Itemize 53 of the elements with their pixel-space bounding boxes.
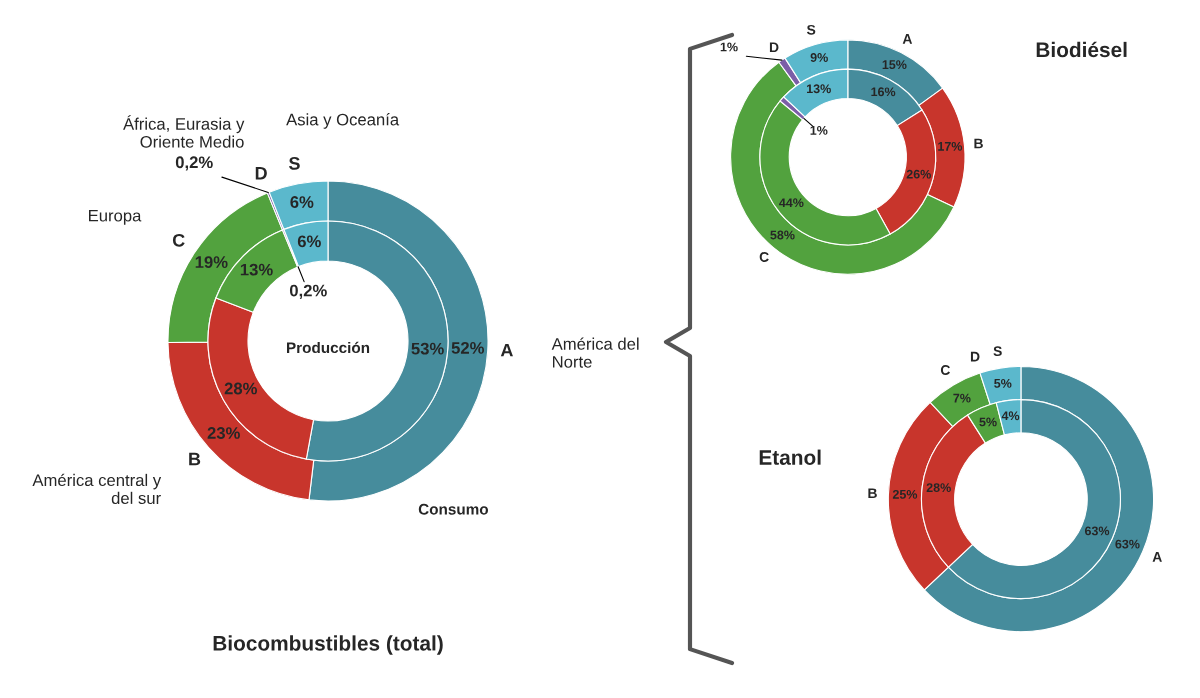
- text: África, Eurasia y Oriente Medio: [123, 115, 245, 148]
- slice-label: D: [769, 42, 779, 53]
- data-label: 0,2%: [175, 156, 213, 171]
- slice-label: C: [940, 365, 950, 375]
- data-label: 25%: [892, 489, 918, 499]
- data-label: 1%: [720, 42, 738, 52]
- slice-label: S: [993, 346, 1002, 357]
- data-label: 1%: [810, 126, 828, 135]
- data-label: 23%: [207, 427, 240, 439]
- slice-label: C: [759, 252, 769, 262]
- text: Asia y Oceanía: [286, 113, 400, 129]
- slice-label: S: [806, 24, 816, 35]
- data-label: 44%: [779, 198, 804, 208]
- data-label: 52%: [451, 342, 485, 354]
- slice-label: B: [868, 488, 877, 498]
- data-label: 28%: [224, 382, 257, 395]
- data-label: 5%: [979, 417, 997, 427]
- text: América central y del sur: [32, 473, 162, 505]
- text: América del Norte: [551, 337, 639, 368]
- data-label: 26%: [906, 169, 931, 179]
- data-label: 7%: [953, 393, 971, 403]
- slice-label: Consumo: [418, 503, 488, 515]
- data-label: 63%: [1084, 526, 1110, 536]
- slice-label: A: [1152, 552, 1162, 562]
- text: Europa: [89, 209, 142, 225]
- text: Biodiésel: [1036, 41, 1127, 58]
- text: Biocombustibles (total): [213, 635, 443, 655]
- slice-label: A: [902, 34, 913, 44]
- data-label: 19%: [195, 256, 228, 268]
- data-label: 6%: [297, 235, 321, 248]
- slice-label: B: [974, 138, 983, 149]
- text: Etanol: [759, 449, 821, 465]
- category-label: D: [970, 351, 980, 362]
- data-label: 4%: [1001, 411, 1020, 421]
- data-label: 17%: [938, 141, 963, 151]
- data-label: 15%: [882, 60, 907, 70]
- data-label: 58%: [770, 230, 795, 240]
- data-label: 0,2%: [289, 284, 327, 299]
- data-label: 6%: [290, 196, 314, 208]
- data-label: 9%: [810, 53, 828, 62]
- data-label: 53%: [411, 342, 444, 355]
- slice-label: S: [288, 156, 300, 170]
- slice-label: B: [189, 452, 201, 466]
- slice-label: A: [500, 343, 513, 357]
- slice-label: Producción: [287, 341, 370, 354]
- data-label: 28%: [926, 483, 951, 493]
- data-label: 13%: [807, 84, 831, 94]
- data-label: 63%: [1115, 539, 1140, 549]
- slice-label: D: [255, 166, 267, 180]
- data-label: 16%: [871, 87, 896, 97]
- slice-label: C: [172, 233, 185, 247]
- data-label: 5%: [994, 378, 1012, 388]
- data-label: 13%: [240, 263, 273, 276]
